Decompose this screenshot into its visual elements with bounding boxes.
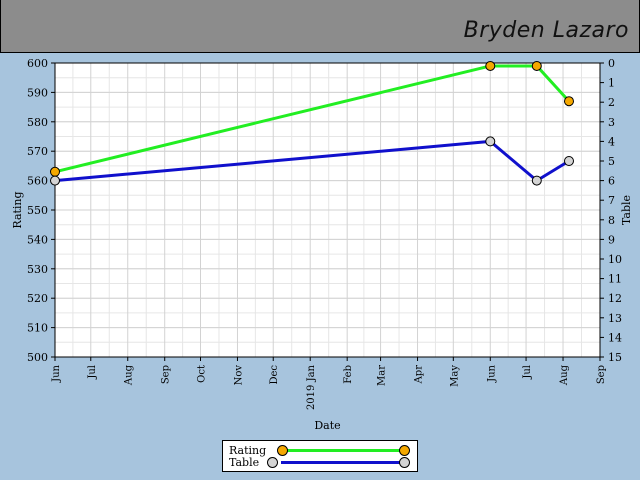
series-point-table xyxy=(531,175,542,186)
legend-marker-table xyxy=(267,457,278,468)
y2-tick-label: 14 xyxy=(608,331,622,344)
x-tick-label: Aug xyxy=(559,364,570,386)
legend-item-rating: Rating xyxy=(229,444,415,457)
y2-tick-label: 9 xyxy=(608,233,615,246)
x-tick-label: Oct xyxy=(196,365,207,383)
y2-tick-label: 5 xyxy=(608,155,615,168)
x-tick-label: Jul xyxy=(522,365,533,380)
x-tick-label: Jul xyxy=(87,365,98,380)
legend-line-rating xyxy=(281,449,403,452)
y-tick-label: 580 xyxy=(27,116,48,129)
x-tick-label: 2019 Jan xyxy=(306,364,317,410)
y2-tick-label: 0 xyxy=(608,57,615,70)
y-axis-title: Rating xyxy=(11,191,24,228)
legend-marker-rating xyxy=(277,445,288,456)
x-tick-label: Jun xyxy=(486,364,497,382)
player-header: Bryden Lazaro xyxy=(0,0,640,53)
series-point-rating xyxy=(563,96,574,107)
legend-marker-table-end xyxy=(399,457,410,468)
series-line-rating xyxy=(54,64,571,174)
legend-marker-rating-end xyxy=(399,445,410,456)
y2-tick-label: 10 xyxy=(608,253,622,266)
y-tick-label: 540 xyxy=(27,233,48,246)
y2-tick-label: 8 xyxy=(608,214,615,227)
y2-axis-title: Table xyxy=(620,195,633,225)
y2-tick-label: 12 xyxy=(608,292,622,305)
y-tick-label: 590 xyxy=(27,86,48,99)
y2-tick-label: 7 xyxy=(608,194,615,207)
x-tick-label: Nov xyxy=(233,365,244,386)
x-tick-label: Sep xyxy=(161,365,172,384)
legend: Rating Table xyxy=(222,440,418,472)
series-point-rating xyxy=(485,60,496,71)
y2-tick-label: 1 xyxy=(608,77,615,90)
y-tick-label: 520 xyxy=(27,292,48,305)
x-tick-label: Sep xyxy=(596,365,607,384)
x-tick-label: Dec xyxy=(269,365,280,385)
legend-label-rating: Rating xyxy=(229,444,267,457)
y-tick-label: 600 xyxy=(27,57,48,70)
legend-label-table: Table xyxy=(229,456,260,469)
player-name: Bryden Lazaro xyxy=(463,18,629,43)
series-point-table xyxy=(563,156,574,166)
x-tick-label: Mar xyxy=(377,365,388,386)
y-tick-label: 510 xyxy=(27,322,48,335)
x-tick-label: Aug xyxy=(124,364,135,386)
y-tick-label: 570 xyxy=(27,145,48,158)
y-tick-label: 560 xyxy=(27,175,48,188)
y2-tick-label: 3 xyxy=(608,116,615,129)
y-tick-label: 530 xyxy=(27,263,48,276)
x-tick-label: Feb xyxy=(343,365,354,384)
y-tick-label: 550 xyxy=(27,204,48,217)
series-line-table xyxy=(54,139,570,183)
legend-item-table: Table xyxy=(229,456,415,469)
legend-line-table xyxy=(281,461,403,464)
x-tick-label: Jun xyxy=(51,364,62,382)
y2-tick-label: 6 xyxy=(608,175,615,188)
y2-tick-label: 4 xyxy=(608,135,615,148)
series-point-table xyxy=(50,175,60,186)
y2-tick-label: 13 xyxy=(608,312,622,325)
y2-tick-label: 11 xyxy=(608,273,622,286)
y2-tick-label: 2 xyxy=(608,96,615,109)
series-point-rating xyxy=(50,166,60,177)
y2-tick-label: 15 xyxy=(608,351,622,364)
series-point-rating xyxy=(531,60,542,71)
y-tick-label: 500 xyxy=(27,351,48,364)
x-tick-label: May xyxy=(449,365,460,387)
x-axis-title: Date xyxy=(314,419,340,432)
series-point-table xyxy=(485,136,496,147)
x-tick-label: Apr xyxy=(414,365,425,385)
